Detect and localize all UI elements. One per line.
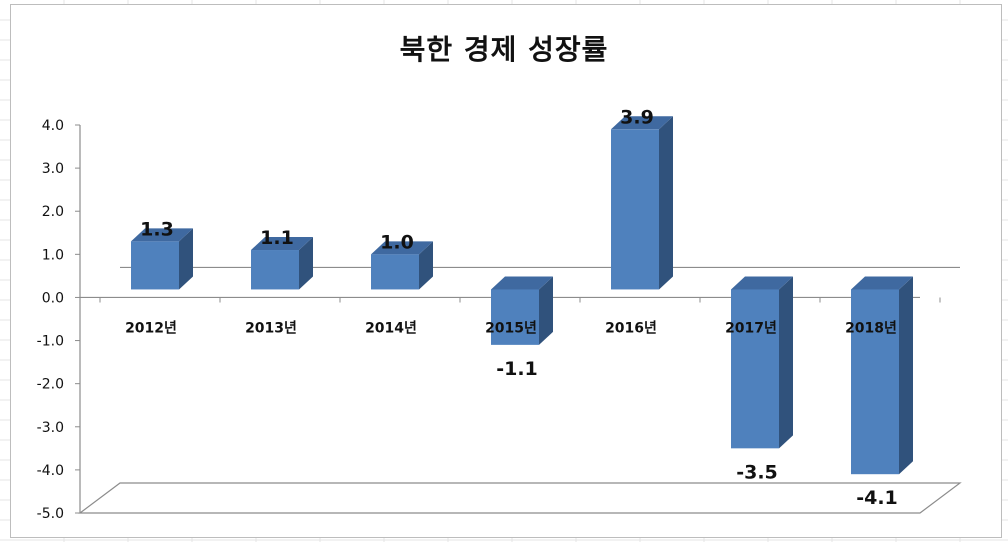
bar-side-face — [419, 241, 433, 290]
bar-top-face — [851, 276, 913, 290]
bar-2014년 — [371, 241, 433, 290]
bar-front-face — [731, 289, 779, 449]
data-label: -1.1 — [496, 358, 538, 380]
bar-2018년 — [851, 276, 913, 475]
y-tick-label: -5.0 — [37, 506, 64, 522]
bar-top-face — [371, 241, 433, 255]
category-label: 2014년 — [365, 320, 417, 336]
bar-front-face — [131, 241, 179, 290]
bar-front-face — [851, 289, 899, 475]
bar-2017년 — [731, 276, 793, 449]
bar-side-face — [299, 237, 313, 290]
category-label: 2013년 — [245, 320, 297, 336]
y-tick-label: -1.0 — [37, 334, 64, 350]
bar-front-face — [371, 254, 419, 290]
y-tick-label: 1.0 — [42, 247, 64, 263]
bar-top-face — [251, 237, 313, 251]
y-tick-label: -2.0 — [37, 377, 64, 393]
category-label: 2017년 — [725, 320, 777, 336]
y-tick-label: -3.0 — [37, 420, 64, 436]
category-label: 2018년 — [845, 320, 897, 336]
bar-top-face — [611, 116, 673, 130]
data-label: -3.5 — [736, 461, 778, 483]
category-label: 2015년 — [485, 320, 537, 336]
bar-top-face — [731, 276, 793, 290]
y-tick-label: 4.0 — [42, 118, 64, 134]
bar-side-face — [779, 276, 793, 449]
data-label: 1.3 — [140, 218, 174, 240]
bar-side-face — [659, 116, 673, 290]
y-tick-label: 0.0 — [42, 290, 64, 306]
bar-front-face — [491, 289, 539, 345]
bar-2016년 — [611, 116, 673, 290]
floor-plane — [78, 482, 962, 514]
bar-front-face — [251, 250, 299, 290]
data-label: -4.1 — [856, 487, 898, 509]
category-label: 2016년 — [605, 320, 657, 336]
data-label: 3.9 — [620, 106, 654, 128]
data-label: 1.1 — [260, 227, 294, 249]
chart-title: 북한 경제 성장률 — [399, 33, 609, 66]
bar-2012년 — [131, 228, 193, 290]
bar-side-face — [539, 276, 553, 345]
bar-side-face — [899, 276, 913, 475]
bar-side-face — [179, 228, 193, 290]
bar-top-face — [131, 228, 193, 242]
bar-top-face — [491, 276, 553, 290]
category-label: 2012년 — [125, 320, 177, 336]
y-tick-label: 3.0 — [42, 161, 64, 177]
bar-2015년 — [491, 276, 553, 345]
data-label: 1.0 — [380, 231, 414, 253]
bar-2013년 — [251, 237, 313, 290]
y-tick-label: 2.0 — [42, 204, 64, 220]
bar-front-face — [611, 129, 659, 290]
y-tick-label: -4.0 — [37, 463, 64, 479]
